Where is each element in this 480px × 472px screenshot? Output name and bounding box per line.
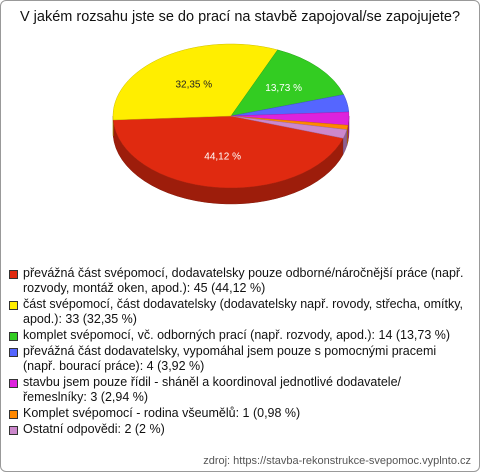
legend-swatch [9, 270, 18, 279]
legend-item: Ostatní odpovědi: 2 (2 %) [9, 422, 464, 437]
legend-swatch [9, 301, 18, 310]
slice [230, 49, 345, 117]
legend-label: Komplet svépomocí - rodina všeumělů: 1 (… [23, 406, 301, 420]
legend-swatch [9, 426, 18, 435]
legend-item: stavbu jsem pouze řídil - sháněl a koord… [9, 375, 464, 405]
legend-label: převážná část dodavatelsky, vypomáhal js… [23, 344, 437, 373]
slice-label: 13,73 % [265, 83, 302, 94]
legend-swatch [9, 410, 18, 419]
slice [112, 115, 344, 189]
legend-item: Komplet svépomocí - rodina všeumělů: 1 (… [9, 406, 464, 421]
pie-area: V jakém rozsahu jste se do prací na stav… [20, 9, 460, 205]
slice-label: 32,35 % [175, 80, 212, 91]
legend-item: převážná část dodavatelsky, vypomáhal js… [9, 344, 464, 374]
legend-label: převážná část svépomocí, dodavatelsky po… [23, 266, 464, 295]
legend-item: převážná část svépomocí, dodavatelsky po… [9, 266, 464, 296]
chart-title: V jakém rozsahu jste se do prací na stav… [20, 9, 460, 25]
legend: převážná část svépomocí, dodavatelsky po… [9, 266, 464, 438]
legend-label: komplet svépomocí, vč. odborných prací (… [23, 328, 451, 342]
slice [112, 43, 279, 121]
legend-swatch [9, 379, 18, 388]
source: zdroj: https://stavba-rekonstrukce-svepo… [203, 455, 471, 467]
legend-label: Ostatní odpovědi: 2 (2 %) [23, 422, 165, 436]
legend-item: komplet svépomocí, vč. odborných prací (… [9, 328, 464, 343]
legend-label: stavbu jsem pouze řídil - sháněl a koord… [23, 375, 402, 404]
legend-label: část svépomocí, část dodavatelsky (dodav… [23, 297, 464, 326]
legend-swatch [9, 348, 18, 357]
legend-item: část svépomocí, část dodavatelsky (dodav… [9, 297, 464, 327]
slice [230, 115, 348, 139]
slice-label: 44,12 % [204, 151, 241, 162]
legend-swatch [9, 332, 18, 341]
